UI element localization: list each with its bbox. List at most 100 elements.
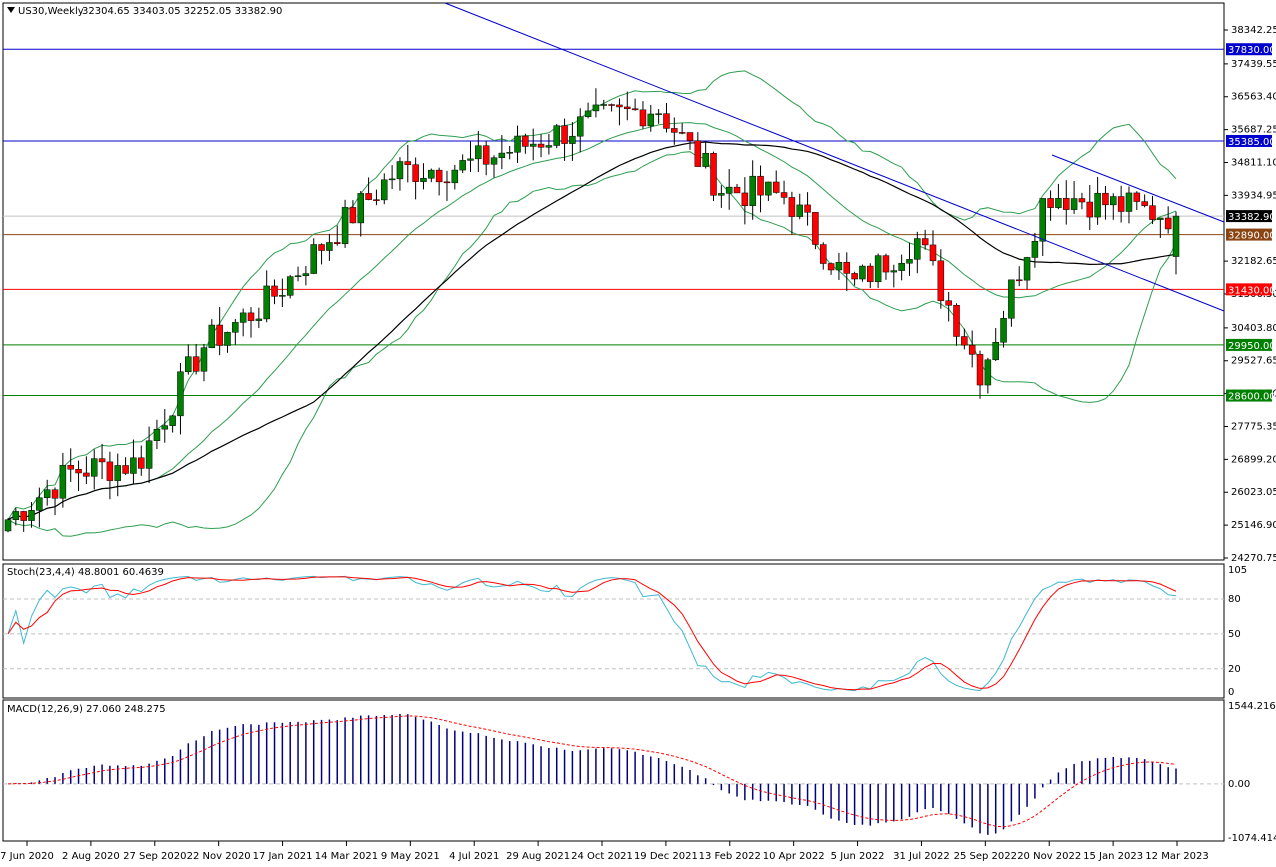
stoch-panel[interactable]	[2, 563, 1225, 699]
candle-bull	[145, 440, 153, 469]
chart-title: US30,Weekly 32304.65 33403.05 32252.05 3…	[7, 6, 282, 17]
candle-bear	[192, 356, 200, 372]
price-tick-label: 30403.80	[1231, 323, 1276, 334]
candle-bear	[404, 161, 412, 165]
price-panel[interactable]	[2, 2, 1225, 561]
candle-bull	[381, 179, 388, 201]
candle-bear	[631, 108, 639, 111]
candle-bull	[169, 415, 176, 426]
candle-bull	[890, 270, 898, 273]
candle-bear	[624, 106, 631, 109]
candle-bull	[130, 457, 137, 474]
candle-bull	[459, 160, 466, 171]
macd-series: 1544.216 0.00 -1074.414	[3, 701, 1276, 844]
stoch-lines: 105 80 50 20 0	[3, 565, 1247, 698]
candle-bull	[655, 113, 662, 115]
price-tick-label: 37439.55	[1231, 59, 1276, 70]
candle-bear	[694, 140, 702, 167]
level-tag	[1226, 228, 1272, 241]
candle-bear	[804, 204, 811, 213]
stoch-label: Stoch(23,4,4) 48.8001 60.4639	[7, 567, 164, 578]
date-tick-label: 29 Aug 2021	[506, 851, 570, 862]
price-tick-label: 36563.40	[1231, 92, 1276, 103]
candle-bull	[992, 342, 999, 361]
candle-bull	[286, 276, 294, 296]
middle-band	[7, 122, 1177, 521]
candle-bear	[443, 181, 451, 184]
date-tick-label: 19 Dec 2021	[634, 851, 698, 862]
candle-bull	[36, 497, 43, 511]
macd-tick-label: 0.00	[1228, 779, 1250, 790]
candle-bull	[569, 135, 576, 144]
candle-bull	[702, 153, 709, 167]
candle-bear	[780, 192, 788, 198]
candle-bull	[592, 104, 600, 112]
candle-bull	[12, 511, 20, 520]
ohlc-readout: 32304.65 33403.05 32252.05 33382.90	[82, 6, 282, 17]
candle-bear	[1015, 279, 1023, 282]
candle-bull	[467, 158, 474, 161]
trendline-long	[444, 2, 1225, 312]
candle-bear	[710, 153, 717, 196]
candle-bull	[1110, 196, 1117, 206]
candle-bear	[733, 186, 741, 194]
symbol-label: US30,Weekly	[18, 6, 84, 17]
candle-bull	[1172, 215, 1180, 257]
date-tick-label: 7 Jun 2020	[0, 851, 54, 862]
candle-bull	[1031, 240, 1039, 258]
price-tick-label: 29527.65	[1231, 356, 1276, 367]
candle-bull	[1000, 318, 1007, 343]
candle-bear	[349, 207, 357, 224]
candle-bull	[396, 161, 404, 180]
candle-bear	[373, 199, 380, 201]
level-tag-label: 32890.00	[1228, 231, 1276, 242]
candle-bull	[263, 285, 270, 320]
level-tag	[1226, 338, 1272, 351]
candle-bear	[639, 109, 647, 127]
price-tick-label: 32182.65	[1231, 256, 1276, 267]
candle-bull	[239, 312, 247, 323]
stoch-signal-line	[7, 576, 1177, 691]
candle-bull	[984, 359, 992, 386]
candle-bear	[929, 244, 937, 262]
candle-bull	[232, 322, 239, 333]
level-tag-label: 37830.00	[1228, 45, 1276, 56]
candle-bear	[741, 192, 749, 206]
macd-tick-label: 1544.216	[1228, 701, 1276, 712]
stoch-tick-label: 20	[1228, 664, 1241, 675]
candle-bull	[749, 175, 756, 206]
date-tick-label: 24 Oct 2021	[571, 851, 633, 862]
candle-bear	[976, 354, 984, 386]
candle-bear	[20, 511, 27, 521]
candles	[4, 88, 1180, 533]
stoch-tick-label: 105	[1228, 565, 1247, 576]
date-tick-label: 2 Aug 2020	[62, 851, 120, 862]
candle-bull	[1039, 198, 1046, 242]
level-tags: 37830.00 35385.00 33382.90 32890.00 31430.00…	[1226, 43, 1276, 403]
macd-signal-line	[7, 715, 1177, 828]
candle-bull	[506, 152, 513, 154]
candle-bear	[365, 193, 372, 200]
level-tag-label: 29950.00	[1228, 341, 1276, 352]
candle-bear	[98, 458, 106, 463]
candle-bear	[1164, 217, 1172, 230]
candle-bull	[208, 324, 216, 349]
stoch-tick-label: 50	[1228, 629, 1241, 640]
price-tick-label: 38342.25	[1231, 25, 1276, 36]
candle-bull	[224, 332, 231, 346]
candle-bull	[185, 356, 192, 373]
level-tag-label: 31430.00	[1228, 285, 1276, 296]
candle-bull	[545, 145, 553, 148]
price-axis: 38342.25 37439.55 36563.40 35687.25 34811.10…	[1224, 25, 1276, 564]
candle-bear	[671, 128, 678, 133]
candle-bull	[553, 125, 560, 146]
candle-bear	[961, 336, 968, 346]
date-tick-label: 13 Feb 2022	[699, 851, 761, 862]
candle-bull	[388, 178, 396, 181]
candle-bull	[161, 425, 169, 430]
macd-panel[interactable]	[2, 699, 1225, 842]
candle-bull	[341, 207, 349, 244]
candle-bear	[812, 212, 819, 245]
candle-bull	[1070, 198, 1078, 210]
level-tag	[1226, 283, 1272, 296]
